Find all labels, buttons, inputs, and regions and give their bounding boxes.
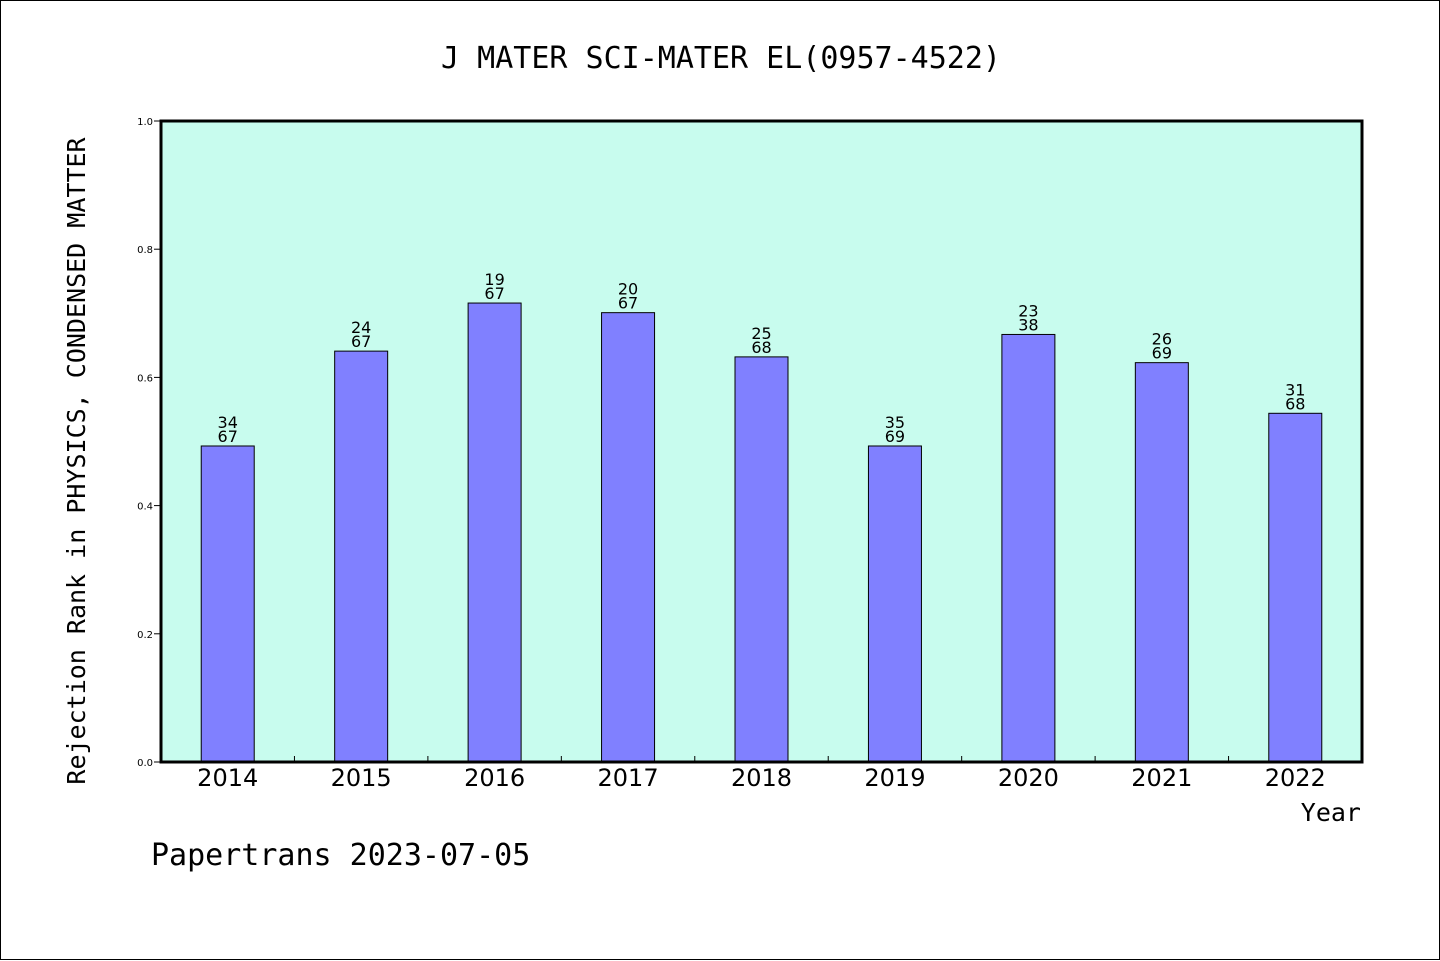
bar-label-top: 20	[618, 280, 638, 299]
y-tick-label: 0.6	[137, 373, 153, 384]
bar	[334, 350, 389, 763]
bar-label-bottom: 67	[618, 294, 638, 313]
bar	[867, 445, 922, 763]
bar-label-bottom: 67	[484, 284, 504, 303]
x-tick-label: 2016	[464, 764, 525, 792]
x-tick-label: 2019	[864, 764, 925, 792]
bar-label-bottom: 38	[1018, 315, 1038, 334]
plot-border	[159, 119, 1364, 764]
plot-area: 0.00.20.40.60.81.03467201424672015196720…	[137, 117, 1364, 792]
bar-label-top: 26	[1152, 330, 1172, 349]
bar-label-top: 25	[751, 324, 771, 343]
bar-label-bottom: 68	[1285, 394, 1305, 413]
bar-label-bottom: 69	[885, 427, 905, 446]
y-tick-label: 0.2	[137, 630, 153, 641]
x-tick-label: 2022	[1265, 764, 1326, 792]
bar-label-bottom: 67	[351, 332, 371, 351]
bar-label-top: 31	[1285, 380, 1305, 399]
bar	[467, 302, 522, 763]
x-tick-label: 2020	[998, 764, 1059, 792]
x-tick-label: 2015	[331, 764, 392, 792]
bar-label-bottom: 67	[218, 427, 238, 446]
y-tick-label: 1.0	[137, 117, 153, 128]
bar-label-top: 34	[218, 413, 238, 432]
bar-label-bottom: 68	[751, 338, 771, 357]
bar	[200, 445, 255, 763]
bar-label-bottom: 69	[1152, 344, 1172, 363]
bar	[1001, 333, 1056, 763]
chart-title: J MATER SCI-MATER EL(0957-4522)	[441, 41, 1001, 76]
bar-label-top: 23	[1018, 301, 1038, 320]
x-tick-label: 2021	[1131, 764, 1192, 792]
footer-stamp: Papertrans 2023-07-05	[151, 838, 530, 873]
bar	[601, 312, 656, 763]
bar	[1268, 412, 1323, 763]
x-tick-label: 2017	[598, 764, 659, 792]
y-tick-label: 0.8	[137, 245, 153, 256]
bar	[1134, 362, 1189, 763]
y-tick-label: 0.0	[137, 758, 153, 769]
x-tick-label: 2018	[731, 764, 792, 792]
y-tick-label: 0.4	[137, 502, 153, 513]
bar-label-top: 24	[351, 318, 371, 337]
x-axis-label: Year	[1301, 798, 1361, 827]
bar-label-top: 19	[484, 270, 504, 289]
bar-label-top: 35	[885, 413, 905, 432]
y-axis-label: Rejection Rank in PHYSICS, CONDENSED MAT…	[62, 136, 91, 784]
bar	[734, 356, 789, 763]
x-tick-label: 2014	[197, 764, 258, 792]
